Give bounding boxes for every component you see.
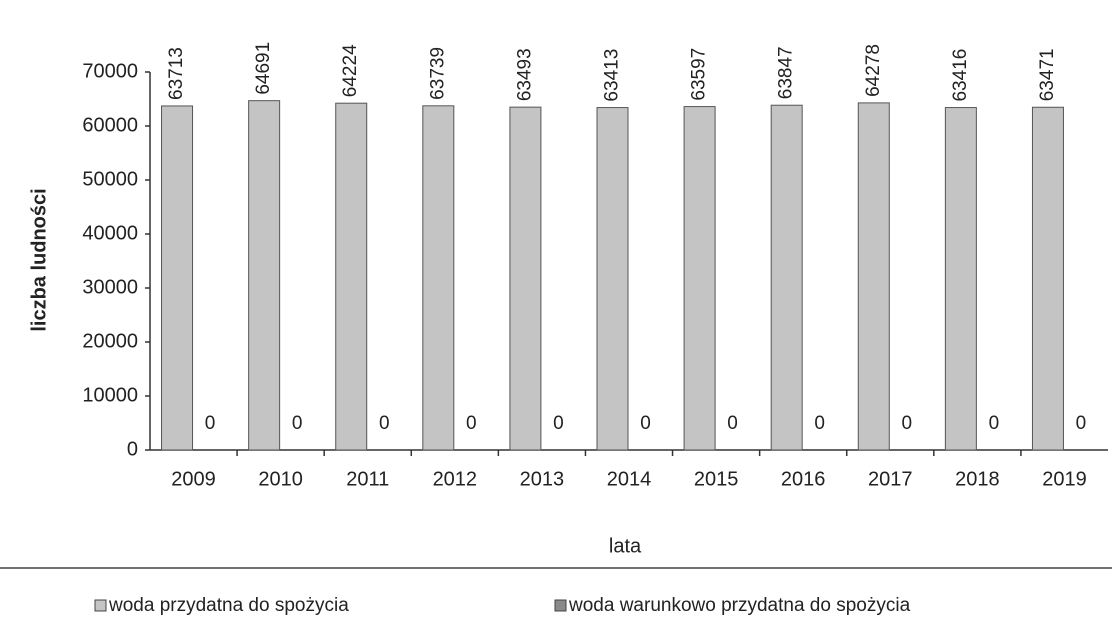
bar xyxy=(335,102,368,451)
value-label: 64691 xyxy=(253,42,274,95)
value-label: 63597 xyxy=(689,48,710,101)
bar xyxy=(944,107,977,451)
y-tick-label: 30000 xyxy=(82,276,138,298)
x-tick-label: 2011 xyxy=(346,468,389,490)
legend-swatch xyxy=(94,599,107,612)
bar xyxy=(596,107,629,451)
x-tick-label: 2015 xyxy=(694,468,739,490)
value-label: 63413 xyxy=(602,49,623,102)
value-label: 0 xyxy=(989,413,1000,434)
x-tick-label: 2010 xyxy=(258,468,303,490)
value-label: 0 xyxy=(292,413,303,434)
x-tick-label: 2017 xyxy=(868,468,913,490)
bar xyxy=(248,100,281,451)
y-tick-label: 70000 xyxy=(82,60,138,82)
x-tick-label: 2016 xyxy=(781,468,826,490)
y-tick-label: 20000 xyxy=(82,330,138,352)
bar xyxy=(857,102,890,451)
value-label: 63416 xyxy=(950,49,971,102)
y-axis-label: liczba ludności xyxy=(28,188,50,331)
value-label: 0 xyxy=(466,413,477,434)
x-tick-label: 2013 xyxy=(520,468,565,490)
x-axis-label: lata xyxy=(609,535,642,557)
bar xyxy=(683,106,716,451)
x-tick-label: 2019 xyxy=(1042,468,1087,490)
y-tick-label: 60000 xyxy=(82,114,138,136)
legend-label: woda przydatna do spożycia xyxy=(108,595,349,616)
value-label: 63739 xyxy=(427,47,448,100)
value-label: 63493 xyxy=(514,48,535,101)
value-label: 0 xyxy=(901,413,912,434)
y-tick-label: 50000 xyxy=(82,168,138,190)
bar xyxy=(509,106,542,451)
value-label: 0 xyxy=(814,413,825,434)
value-label: 0 xyxy=(727,413,738,434)
value-label: 63847 xyxy=(776,46,797,99)
x-tick-label: 2009 xyxy=(171,468,216,490)
y-tick-label: 0 xyxy=(127,438,138,460)
value-label: 63713 xyxy=(166,47,187,100)
x-tick-label: 2012 xyxy=(433,468,478,490)
y-tick-label: 40000 xyxy=(82,222,138,244)
x-tick-label: 2018 xyxy=(955,468,1000,490)
value-label: 0 xyxy=(640,413,651,434)
bar xyxy=(422,105,455,451)
value-label: 0 xyxy=(379,413,390,434)
value-label: 64224 xyxy=(340,44,361,97)
bar xyxy=(1031,106,1064,451)
y-tick-label: 10000 xyxy=(82,384,138,406)
value-label: 0 xyxy=(553,413,564,434)
x-tick-label: 2014 xyxy=(607,468,652,490)
bar xyxy=(770,104,803,451)
legend-swatch xyxy=(554,599,567,612)
value-label: 64278 xyxy=(863,44,884,97)
value-label: 63471 xyxy=(1037,48,1058,101)
value-label: 0 xyxy=(205,413,216,434)
value-label: 0 xyxy=(1076,413,1087,434)
bar xyxy=(161,105,194,451)
legend-label: woda warunkowo przydatna do spożycia xyxy=(568,595,911,616)
